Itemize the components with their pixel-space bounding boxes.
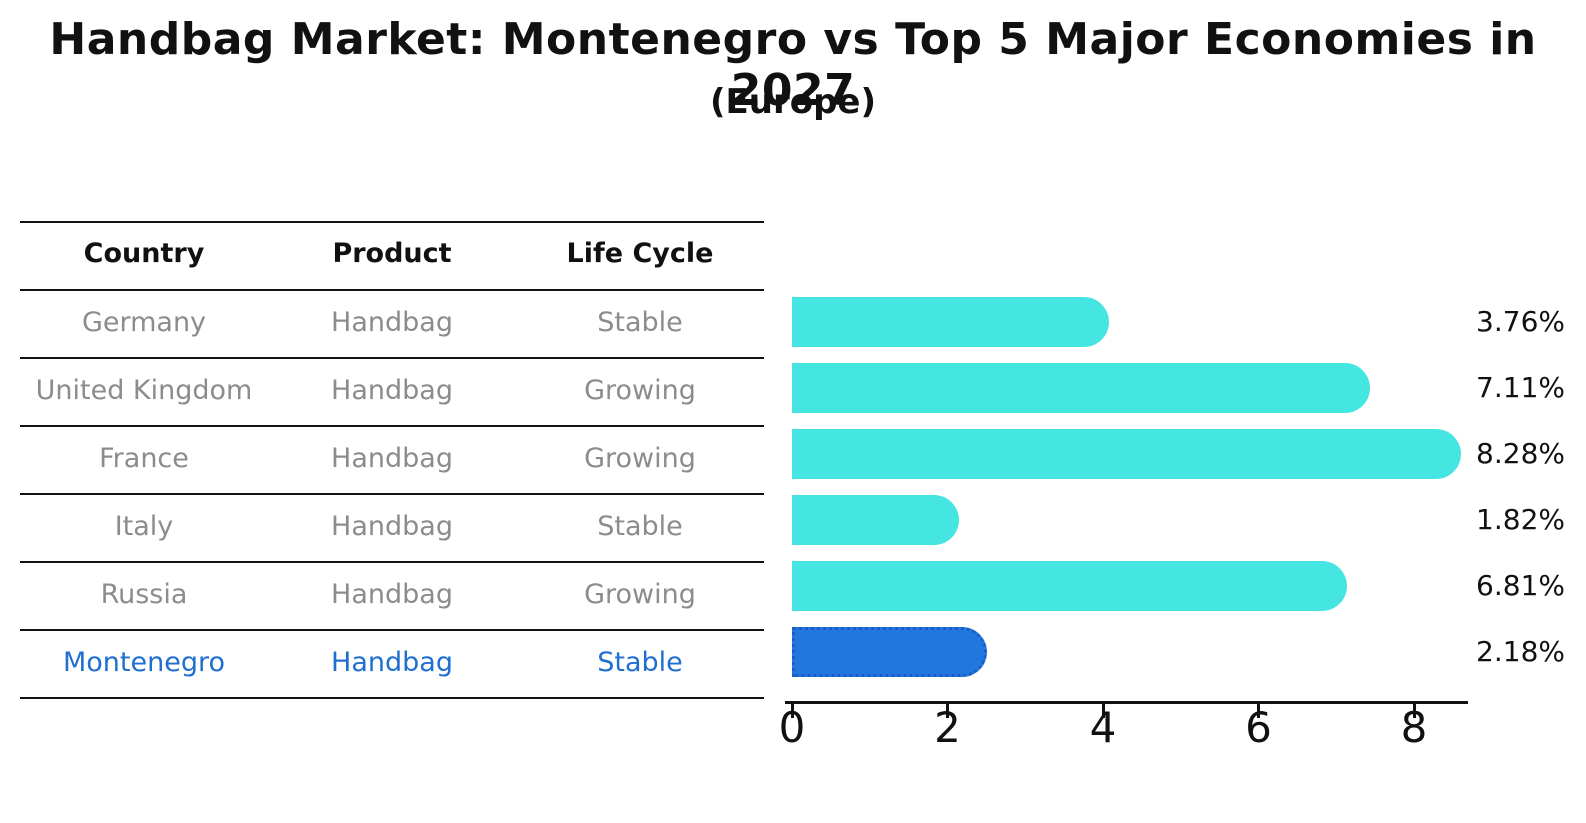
cell-product: Handbag — [331, 579, 453, 610]
column-header-country: Country — [83, 238, 205, 269]
bar-france — [792, 429, 1461, 479]
value-label: 7.11% — [1476, 371, 1565, 404]
table-row: Germany Handbag Stable — [20, 291, 764, 359]
value-label: 8.28% — [1476, 437, 1565, 470]
table-row: United Kingdom Handbag Growing — [20, 359, 764, 427]
value-label: 3.76% — [1476, 305, 1565, 338]
tick-label: 8 — [1400, 703, 1428, 752]
tick-mark — [1257, 701, 1260, 718]
value-label: 1.82% — [1476, 503, 1565, 536]
tick-label: 2 — [934, 703, 961, 752]
comparison-table: Country Product Life Cycle Germany Handb… — [20, 221, 764, 699]
cell-lifecycle: Stable — [597, 647, 683, 678]
table-row-highlighted: Montenegro Handbag Stable — [20, 631, 764, 699]
table-row: Russia Handbag Growing — [20, 563, 764, 631]
table-row: Italy Handbag Stable — [20, 495, 764, 563]
tick-mark — [1412, 701, 1416, 718]
cell-product: Handbag — [331, 307, 453, 338]
chart-subtitle: (Europe) — [709, 82, 877, 122]
cell-country: Montenegro — [62, 647, 225, 678]
bar-italy — [792, 495, 959, 545]
cell-product: Handbag — [331, 443, 453, 474]
cell-lifecycle: Growing — [584, 375, 696, 406]
cell-product: Handbag — [331, 375, 453, 406]
tick-mark — [1101, 701, 1105, 718]
cell-country: United Kingdom — [35, 375, 253, 406]
cell-country: France — [99, 443, 189, 474]
value-label: 6.81% — [1476, 569, 1565, 602]
bar-russia — [792, 561, 1347, 611]
bar-germany — [792, 297, 1110, 347]
cell-lifecycle: Growing — [584, 579, 696, 610]
bar-united-kingdom — [792, 363, 1370, 413]
tick-mark — [946, 701, 949, 718]
column-header-lifecycle: Life Cycle — [566, 238, 714, 269]
table-header-row: Country Product Life Cycle — [20, 221, 764, 291]
cell-lifecycle: Stable — [597, 307, 683, 338]
column-header-product: Product — [332, 238, 452, 269]
cell-country: Germany — [81, 307, 207, 338]
tick-label: 0 — [778, 703, 806, 752]
tick-label: 6 — [1245, 703, 1272, 752]
x-axis-line — [785, 701, 1468, 704]
cell-country: Russia — [100, 579, 188, 610]
cell-lifecycle: Stable — [597, 511, 683, 542]
value-label: 2.18% — [1476, 635, 1565, 668]
cell-country: Italy — [114, 511, 174, 542]
cell-lifecycle: Growing — [584, 443, 696, 474]
table-row: France Handbag Growing — [20, 427, 764, 495]
tick-mark — [790, 701, 794, 718]
cell-product: Handbag — [331, 647, 453, 678]
tick-label: 4 — [1089, 703, 1117, 752]
cell-product: Handbag — [331, 511, 453, 542]
chart-title: Handbag Market: Montenegro vs Top 5 Majo… — [49, 14, 1537, 116]
bar-montenegro-highlighted — [792, 627, 987, 677]
